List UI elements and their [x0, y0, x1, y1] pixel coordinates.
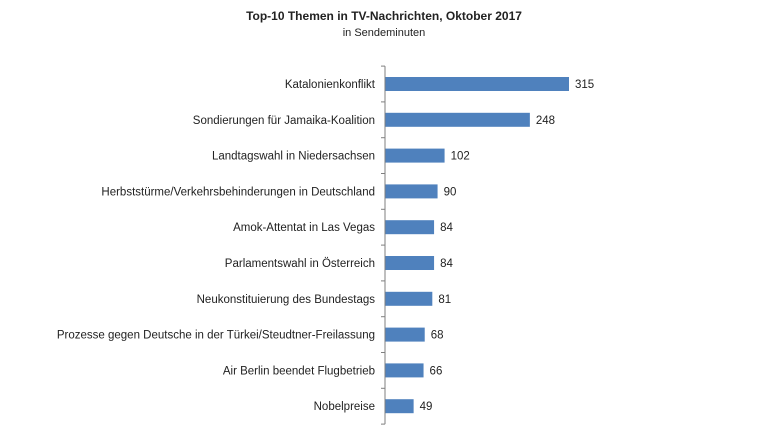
bar — [385, 327, 425, 342]
bar — [385, 220, 435, 235]
data-label: 315 — [575, 79, 594, 91]
data-label: 84 — [440, 258, 453, 270]
bar — [385, 363, 424, 378]
category-label: Sondierungen für Jamaika-Koalition — [193, 115, 375, 127]
category-label: Parlamentswahl in Österreich — [225, 258, 375, 270]
bar — [385, 291, 433, 306]
bar — [385, 148, 445, 163]
data-label: 66 — [430, 365, 443, 377]
category-label: Nobelpreise — [314, 401, 375, 413]
bar — [385, 256, 435, 270]
data-label: 68 — [431, 330, 444, 342]
category-label: Herbststürme/Verkehrsbehinderungen in De… — [101, 186, 375, 198]
category-label: Prozesse gegen Deutsche in der Türkei/St… — [57, 330, 375, 342]
data-label: 90 — [444, 186, 457, 198]
category-label: Amok-Attentat in Las Vegas — [233, 222, 375, 234]
data-label: 84 — [440, 222, 453, 234]
category-label: Landtagswahl in Niedersachsen — [212, 151, 375, 163]
bar — [385, 77, 569, 91]
bar — [385, 399, 414, 414]
bar — [385, 184, 438, 199]
chart-title: Top-10 Themen in TV-Nachrichten, Oktober… — [246, 9, 522, 23]
data-label: 81 — [438, 294, 451, 306]
bar — [385, 112, 530, 127]
data-label: 49 — [420, 401, 433, 413]
data-label: 248 — [536, 115, 555, 127]
chart-subtitle: in Sendeminuten — [342, 27, 426, 39]
category-label: Katalonienkonflikt — [285, 79, 376, 91]
category-label: Air Berlin beendet Flugbetrieb — [223, 365, 375, 377]
category-label: Neukonstituierung des Bundestags — [197, 294, 376, 306]
data-label: 102 — [451, 151, 470, 163]
